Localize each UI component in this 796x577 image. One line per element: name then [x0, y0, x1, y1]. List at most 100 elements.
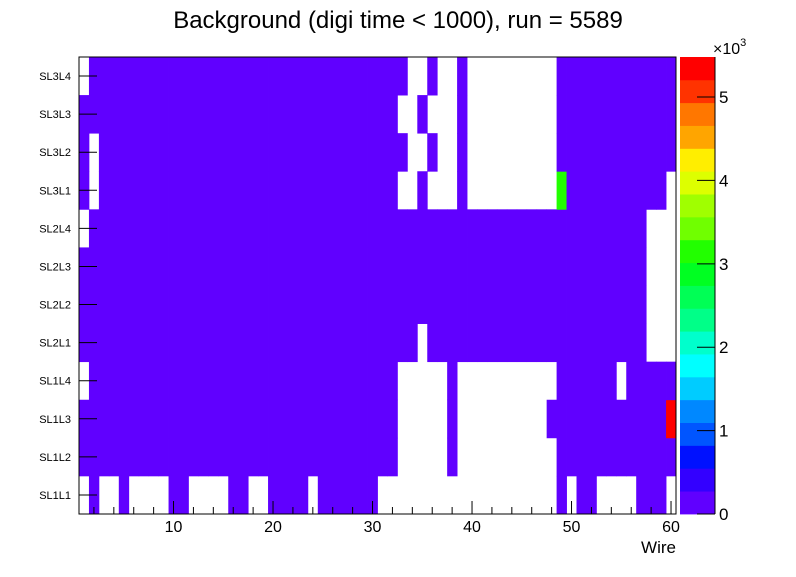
- heatmap-cell: [278, 361, 289, 401]
- heatmap-cell: [287, 475, 299, 515]
- heatmap-cell: [188, 285, 199, 324]
- heatmap-cell: [168, 209, 179, 248]
- heatmap-cell: [427, 247, 438, 286]
- heatmap-cell: [268, 437, 279, 477]
- y-tick-label: SL3L3: [39, 109, 71, 121]
- heatmap-cell: [238, 95, 249, 134]
- x-axis-label: Wire: [641, 538, 676, 557]
- heatmap-cell: [576, 475, 587, 515]
- heatmap-cell: [218, 285, 229, 324]
- heatmap-cell: [278, 399, 289, 439]
- heatmap-cell: [526, 209, 538, 248]
- heatmap-cell: [98, 285, 110, 324]
- heatmap-cell: [387, 437, 398, 477]
- heatmap-cell: [178, 171, 189, 210]
- heatmap-cell: [317, 133, 329, 172]
- chart-title: Background (digi time < 1000), run = 558…: [173, 7, 623, 34]
- heatmap-cell: [158, 57, 169, 96]
- heatmap-cell: [576, 133, 587, 172]
- heatmap-cell: [138, 247, 150, 286]
- heatmap-cell: [447, 285, 458, 324]
- heatmap-cell: [118, 209, 130, 248]
- heatmap-cell: [108, 323, 120, 363]
- heatmap-cell: [297, 247, 309, 286]
- heatmap-cell: [417, 171, 428, 210]
- heatmap-cell: [347, 171, 358, 210]
- heatmap-cell: [586, 95, 597, 134]
- heatmap-cell: [347, 475, 358, 515]
- colorbar-swatch: [680, 376, 715, 401]
- heatmap-cell: [188, 171, 199, 210]
- heatmap-cell: [287, 285, 299, 324]
- heatmap-cell: [477, 247, 488, 286]
- colorbar-swatch: [680, 399, 715, 423]
- heatmap-cell: [208, 323, 219, 363]
- heatmap-cell: [556, 323, 567, 363]
- heatmap-cell: [546, 323, 557, 363]
- heatmap-cell: [387, 323, 398, 363]
- heatmap-cell: [496, 247, 508, 286]
- heatmap-cell: [208, 171, 219, 210]
- heatmap-cell: [188, 437, 199, 477]
- heatmap-cell: [198, 57, 209, 96]
- heatmap-cell: [596, 247, 607, 286]
- heatmap-cell: [287, 247, 299, 286]
- heatmap-cell: [118, 475, 130, 515]
- heatmap-cell: [278, 285, 289, 324]
- colorbar-swatch: [680, 331, 715, 355]
- heatmap-cell: [317, 399, 329, 439]
- heatmap-cell: [656, 437, 667, 477]
- heatmap-cell: [278, 133, 289, 172]
- heatmap-cell: [467, 323, 478, 363]
- heatmap-cell: [198, 247, 209, 286]
- heatmap-cell: [377, 209, 388, 248]
- heatmap-cell: [586, 475, 597, 515]
- heatmap-cell: [606, 95, 617, 134]
- heatmap-cell: [516, 247, 528, 286]
- heatmap-cell: [98, 247, 110, 286]
- heatmap-cell: [297, 57, 309, 96]
- heatmap-cell: [268, 209, 279, 248]
- heatmap-cell: [576, 361, 587, 401]
- heatmap-cell: [377, 361, 388, 401]
- heatmap-cell: [268, 285, 279, 324]
- heatmap-cell: [138, 133, 150, 172]
- heatmap-cell: [168, 133, 179, 172]
- heatmap-cell: [586, 323, 597, 363]
- heatmap-cell: [367, 57, 378, 96]
- heatmap-cell: [387, 171, 398, 210]
- heatmap-cell: [278, 247, 289, 286]
- heatmap-cell: [327, 399, 339, 439]
- heatmap-cell: [656, 361, 667, 401]
- heatmap-cell: [606, 399, 617, 439]
- heatmap-cell: [128, 361, 140, 401]
- heatmap-cell: [98, 209, 110, 248]
- heatmap-cell: [586, 171, 597, 210]
- heatmap-cell: [586, 361, 597, 401]
- heatmap-cell: [616, 323, 627, 363]
- heatmap-cell: [616, 285, 627, 324]
- x-tick-label: 20: [264, 519, 282, 536]
- heatmap-cell: [168, 361, 179, 401]
- heatmap-cell: [148, 323, 159, 363]
- heatmap-cell: [457, 95, 468, 134]
- heatmap-cell: [626, 247, 637, 286]
- heatmap-cell: [128, 95, 140, 134]
- heatmap-cell: [178, 95, 189, 134]
- heatmap-cell: [447, 247, 458, 286]
- heatmap-cell: [626, 133, 637, 172]
- heatmap-cell: [566, 323, 577, 363]
- heatmap-cell: [238, 399, 249, 439]
- heatmap-cell: [307, 285, 319, 324]
- heatmap-cell: [556, 399, 567, 439]
- heatmap-cell: [367, 247, 378, 286]
- heatmap-cell: [208, 285, 219, 324]
- colorbar-tick-label: 2: [719, 338, 728, 357]
- heatmap-cell: [208, 95, 219, 134]
- heatmap-cell: [556, 171, 567, 210]
- heatmap-cell: [128, 209, 140, 248]
- heatmap-cell: [616, 247, 627, 286]
- heatmap-cell: [258, 171, 269, 210]
- heatmap-cell: [437, 247, 448, 286]
- heatmap-cell: [457, 171, 468, 210]
